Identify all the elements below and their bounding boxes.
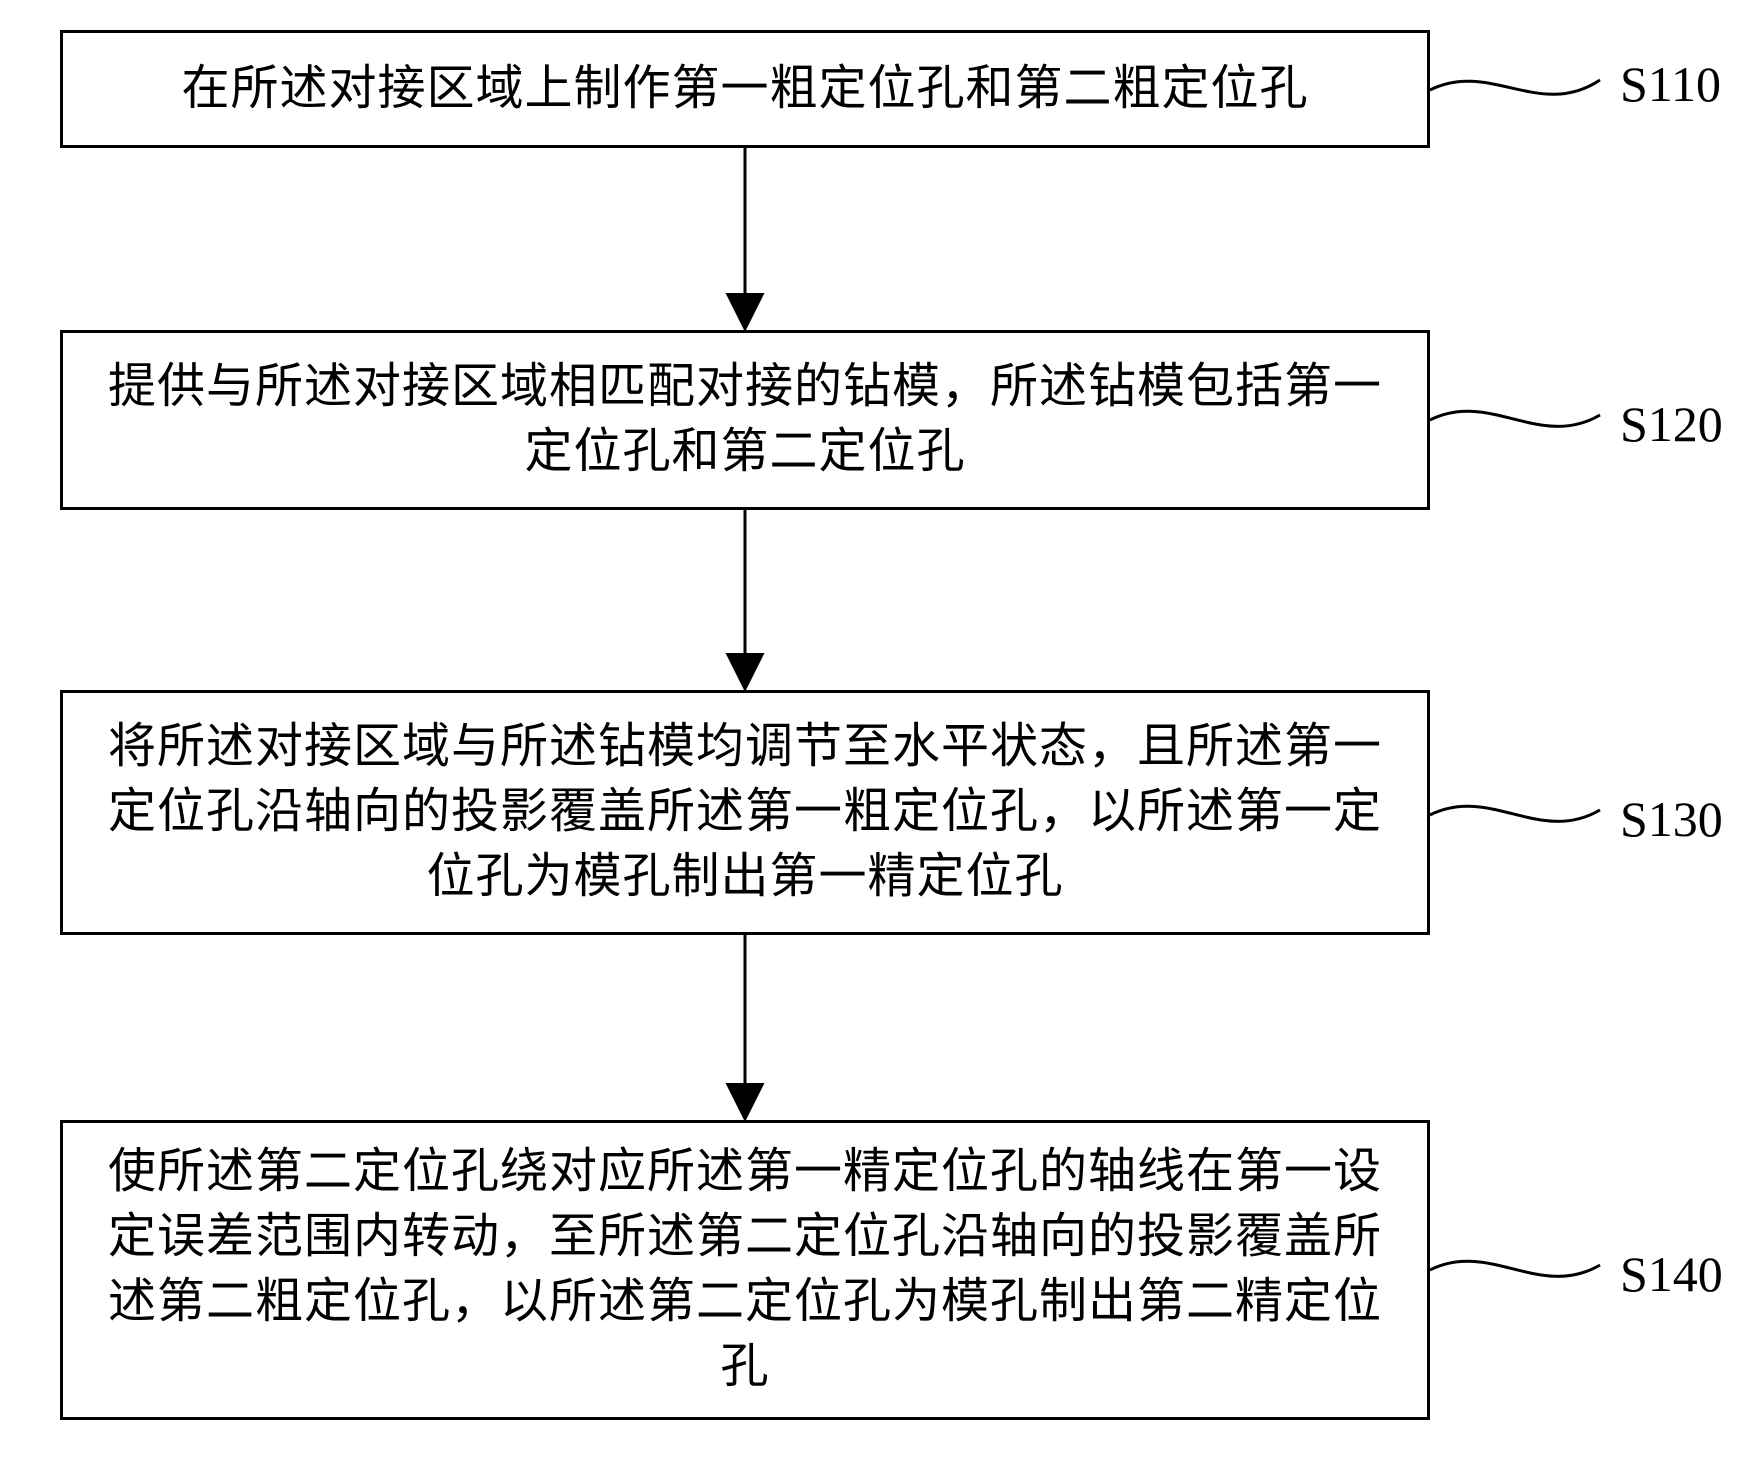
step-label-s140: S140 <box>1620 1245 1723 1303</box>
connector-s140 <box>0 0 1762 1458</box>
flowchart-canvas: 在所述对接区域上制作第一粗定位孔和第二粗定位孔 S110 提供与所述对接区域相匹… <box>0 0 1762 1458</box>
